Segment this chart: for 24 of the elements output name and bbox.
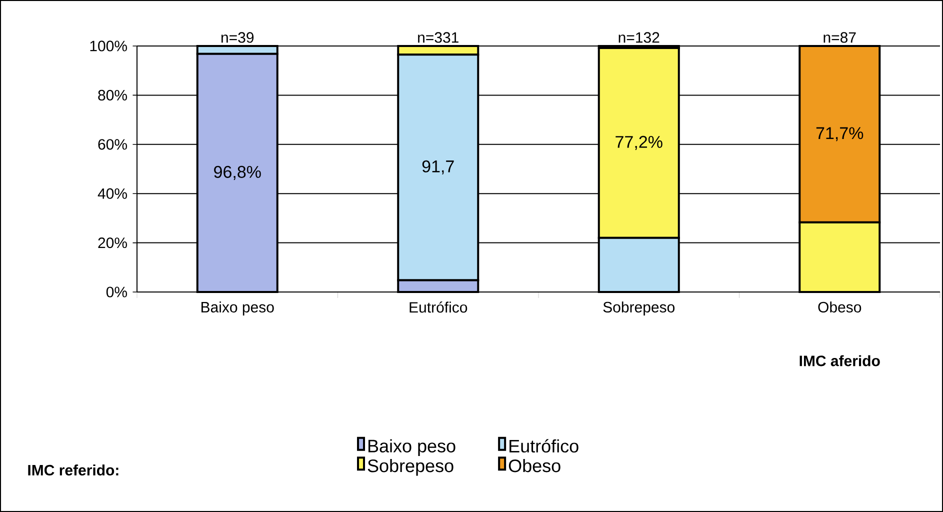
annotation: n=132 [618,32,660,43]
data-label: 71,7% [816,127,864,142]
x-tick-label: Sobrepeso [603,301,675,316]
y-tick-label: 60% [98,139,127,150]
legend-label: Sobrepeso [368,458,454,476]
y-tick-label: 40% [98,188,127,199]
legend-label: Obeso [508,458,560,472]
legend-title: IMC referido: [28,464,118,476]
x-tick-label: Baixo peso [201,301,274,316]
legend-label: Eutrófico [510,439,578,453]
data-label: 77,2% [616,136,662,150]
legend-label: Baixo peso [368,439,456,456]
x-tick-label: Obeso [818,301,862,312]
x-tick-label: Eutrófico [410,301,468,313]
annotation: n=39 [221,32,254,43]
y-tick-label: 0% [106,286,127,298]
data-label: 91,7 [422,160,454,174]
annotation: n=331 [418,32,458,43]
x-axis-title: IMC aferido [800,355,880,366]
annotation: n=87 [824,32,856,43]
y-tick-label: 100% [90,40,127,52]
y-tick-label: 20% [98,237,127,248]
data-label: 96,8% [214,166,261,180]
y-tick-label: 80% [98,90,127,101]
